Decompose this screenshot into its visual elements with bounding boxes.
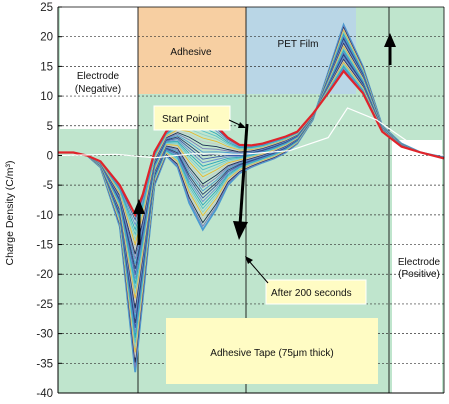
left-rise-arrowhead — [133, 199, 145, 214]
series-line-10 — [58, 55, 445, 265]
series-line-15 — [58, 48, 445, 289]
annotations: Start Point After 200 seconds Adhesive T… — [153, 105, 378, 384]
start-point-label: Start Point — [162, 114, 209, 125]
region-label-electrode-negative-2: (Negative) — [75, 84, 121, 95]
arrows — [133, 33, 396, 284]
region-label-pet-film: PET Film — [278, 39, 319, 50]
series-line-3 — [58, 66, 445, 232]
series-line-6 — [58, 61, 445, 247]
region-labels: Electrode (Negative) Adhesive PET Film E… — [75, 39, 441, 280]
y-tick-label-11: -30 — [36, 329, 53, 341]
series-line-14 — [58, 49, 445, 284]
main-decay-arrow — [238, 123, 249, 226]
y-tick-label-7: -10 — [36, 210, 53, 222]
y-tick-label-2: 15 — [40, 61, 53, 73]
after-200-box — [265, 279, 367, 305]
after-200-label: After 200 seconds — [271, 288, 352, 299]
region-electrode-positive — [392, 140, 442, 394]
sample-label: Adhesive Tape (75μm thick) — [210, 348, 333, 359]
y-axis: 25 20 15 10 5 0 -5 -10 -15 -20 -25 -30 -35 -40 — [36, 2, 445, 400]
region-label-electrode-positive-2: (Positive) — [398, 269, 440, 280]
plot-background — [58, 7, 444, 394]
region-electrode-negative — [60, 7, 138, 129]
series-line-16 — [58, 47, 445, 294]
y-tick-label-3: 10 — [40, 91, 53, 103]
y-tick-label-13: -40 — [36, 388, 53, 400]
series-line-17 — [58, 45, 445, 299]
series-line-13 — [58, 51, 445, 279]
series-line-9 — [58, 57, 445, 260]
series-line-4 — [58, 64, 445, 236]
y-tick-label-12: -35 — [36, 358, 53, 370]
series-line-0 — [58, 69, 445, 218]
start-pointer-head — [238, 122, 246, 128]
y-tick-label-4: 5 — [47, 121, 53, 133]
series-line-7 — [58, 60, 445, 250]
region-label-adhesive: Adhesive — [170, 47, 212, 58]
region-label-electrode-negative-1: Electrode — [77, 71, 120, 82]
main-decay-arrowhead — [233, 221, 248, 240]
end-pointer-head — [245, 256, 253, 264]
series-line-12 — [58, 52, 445, 274]
y-tick-label-8: -15 — [36, 240, 53, 252]
region-label-electrode-positive-1: Electrode — [398, 257, 441, 268]
series-line-19 — [58, 42, 445, 309]
region-adhesive — [138, 7, 246, 94]
series-line-white — [57, 107, 445, 159]
start-point-box — [153, 105, 231, 131]
series-line-5 — [58, 63, 445, 241]
right-rise-arrowhead — [384, 33, 396, 47]
series-line-18 — [58, 44, 445, 304]
end-pointer — [248, 260, 269, 284]
y-tick-label-9: -20 — [36, 269, 53, 281]
y-tick-label-0: 25 — [40, 2, 53, 14]
y-axis-label: Charge Density (C/m³) — [4, 160, 16, 265]
series-line-8 — [58, 58, 445, 255]
series-line-20 — [58, 41, 445, 314]
y-tick-label-10: -25 — [36, 299, 53, 311]
y-tick-label-6: -5 — [43, 180, 53, 192]
y-tick-label-1: 20 — [40, 32, 53, 44]
series-line-2 — [58, 67, 445, 227]
series-group — [57, 22, 445, 373]
y-tick-label-5: 0 — [47, 150, 53, 162]
sample-box — [166, 318, 378, 384]
series-line-21 — [58, 39, 445, 319]
